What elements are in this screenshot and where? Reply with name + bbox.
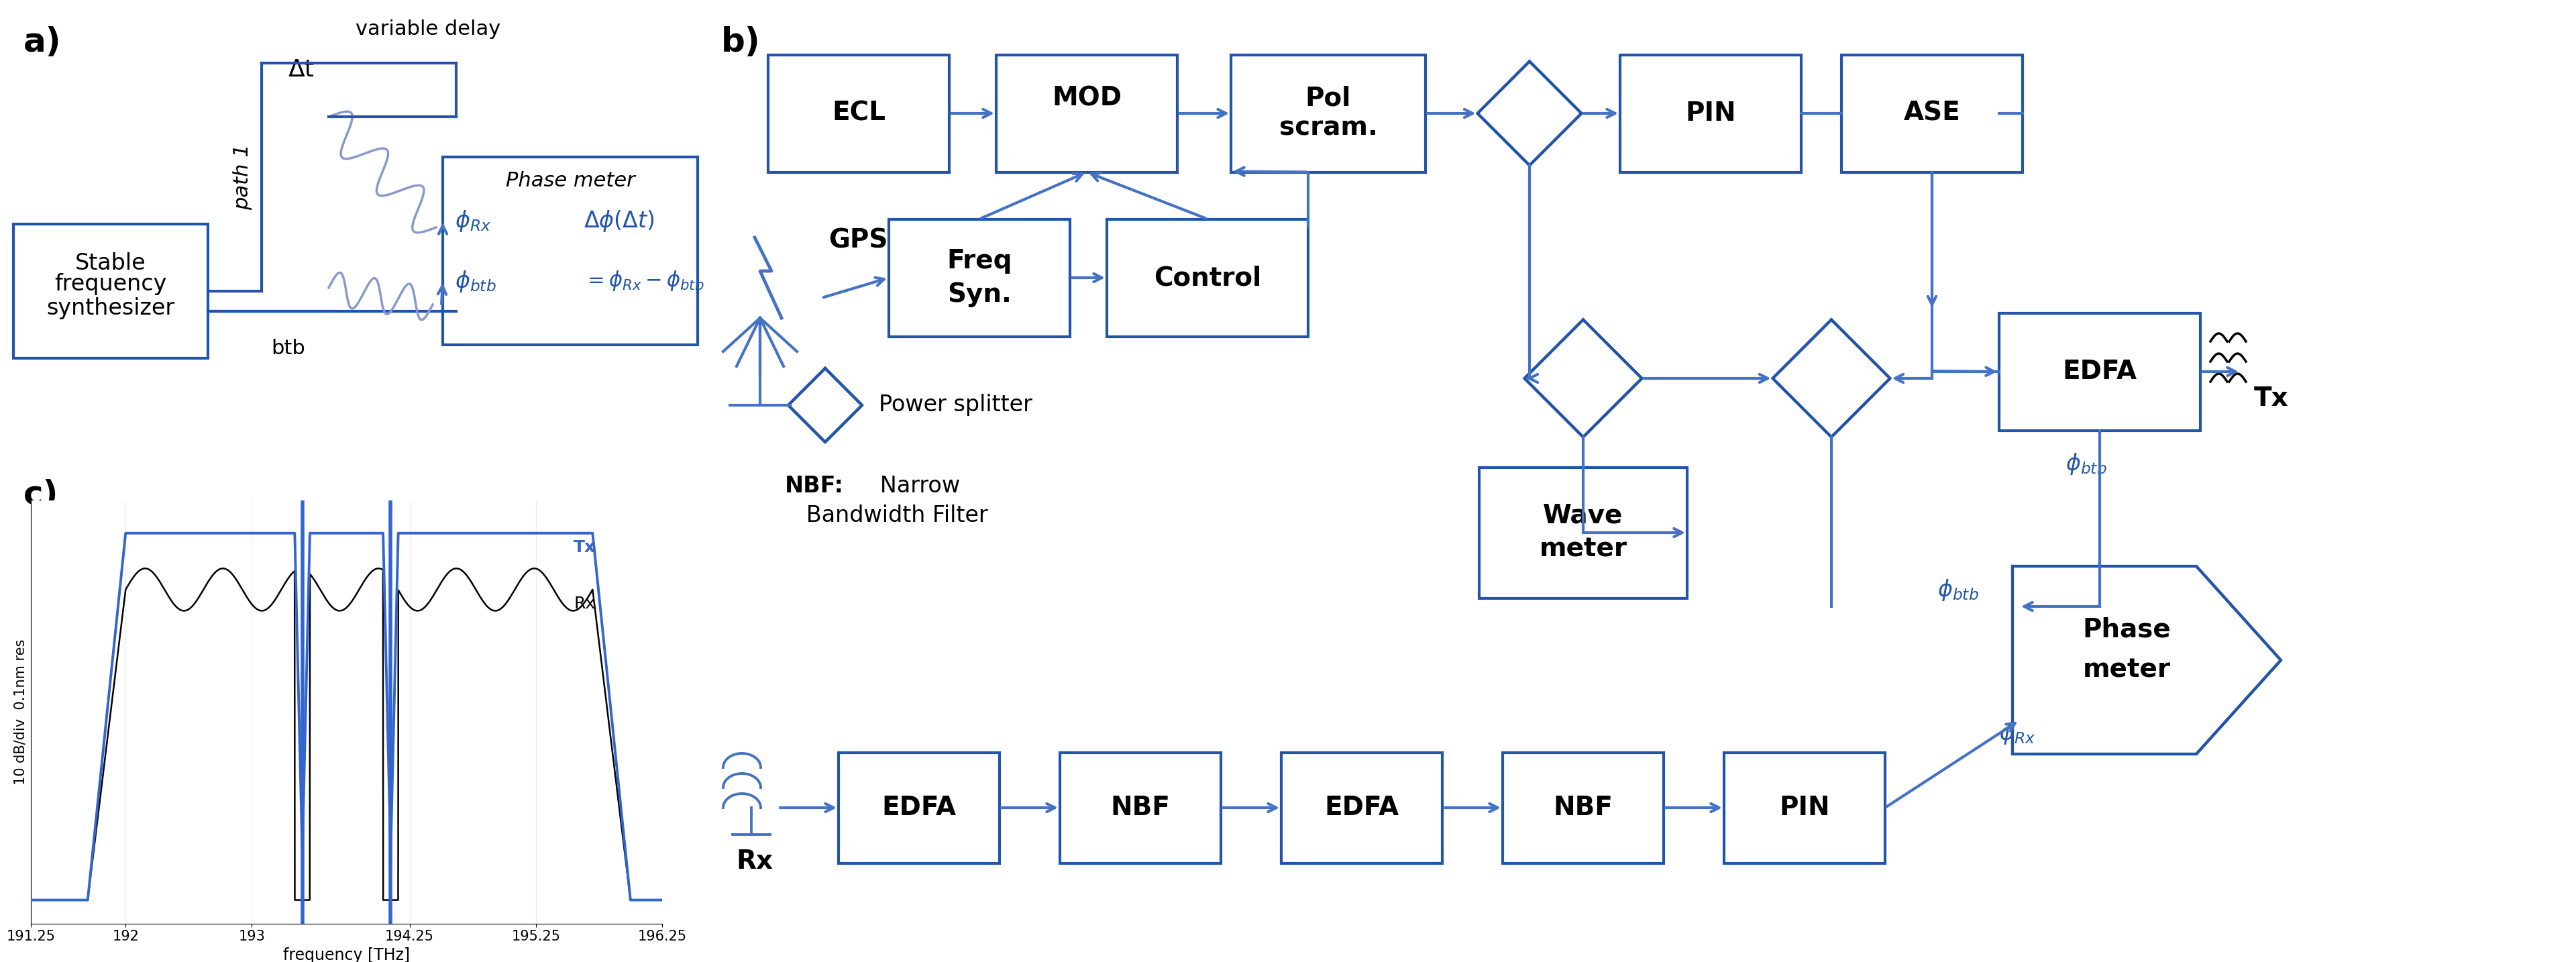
- Text: Power splitter: Power splitter: [878, 394, 1033, 417]
- Text: Tx: Tx: [574, 540, 595, 555]
- FancyBboxPatch shape: [1479, 468, 1687, 598]
- Text: ASE: ASE: [1904, 101, 1960, 126]
- Text: scram.: scram.: [1280, 115, 1378, 140]
- Text: Stable: Stable: [75, 252, 147, 274]
- Text: Syn.: Syn.: [948, 282, 1012, 307]
- Text: meter: meter: [2081, 657, 2172, 683]
- Text: Phase: Phase: [2081, 618, 2172, 643]
- Text: PIN: PIN: [1685, 101, 1736, 126]
- FancyBboxPatch shape: [1842, 55, 2022, 172]
- Text: NBF: NBF: [1110, 795, 1170, 821]
- Text: $\Delta\phi(\Delta t)$: $\Delta\phi(\Delta t)$: [585, 209, 654, 233]
- FancyBboxPatch shape: [1620, 55, 1801, 172]
- Text: NBF:: NBF:: [786, 474, 845, 496]
- Polygon shape: [1479, 62, 1582, 165]
- Text: $\phi_{btb}$: $\phi_{btb}$: [456, 268, 497, 293]
- Text: b): b): [721, 26, 760, 59]
- Text: a): a): [23, 26, 62, 59]
- FancyBboxPatch shape: [1280, 752, 1443, 863]
- Text: Wave: Wave: [1543, 503, 1623, 529]
- Text: NBF: NBF: [1553, 795, 1613, 821]
- Text: Control: Control: [1154, 265, 1262, 291]
- Polygon shape: [1525, 319, 1641, 437]
- Text: Narrow: Narrow: [858, 474, 961, 496]
- Text: Phase meter: Phase meter: [505, 170, 634, 190]
- Text: c): c): [23, 479, 59, 511]
- Text: Rx: Rx: [574, 595, 595, 612]
- Text: Tx: Tx: [2254, 386, 2287, 411]
- FancyBboxPatch shape: [1108, 219, 1309, 337]
- Text: EDFA: EDFA: [2063, 359, 2138, 385]
- Text: EDFA: EDFA: [881, 795, 956, 821]
- Text: GPS: GPS: [829, 228, 889, 254]
- Text: variable delay: variable delay: [355, 20, 500, 39]
- FancyBboxPatch shape: [443, 157, 698, 344]
- Text: $\phi_{Rx}$: $\phi_{Rx}$: [456, 209, 492, 233]
- Text: frequency: frequency: [54, 273, 167, 295]
- FancyBboxPatch shape: [13, 224, 209, 358]
- Text: PIN: PIN: [1780, 795, 1829, 821]
- Text: Δt: Δt: [289, 59, 314, 81]
- Text: $\phi_{btb}$: $\phi_{btb}$: [1937, 577, 1978, 602]
- FancyBboxPatch shape: [1231, 55, 1425, 172]
- FancyBboxPatch shape: [997, 55, 1177, 172]
- Text: MOD: MOD: [1051, 86, 1121, 112]
- Polygon shape: [2012, 567, 2280, 754]
- FancyBboxPatch shape: [1999, 313, 2200, 430]
- Text: $=\phi_{Rx}-\phi_{btb}$: $=\phi_{Rx}-\phi_{btb}$: [585, 269, 703, 292]
- Y-axis label: 10 dB/div  0.1nm res: 10 dB/div 0.1nm res: [13, 639, 28, 785]
- Text: $\phi_{btb}$: $\phi_{btb}$: [2066, 451, 2107, 476]
- FancyBboxPatch shape: [1723, 752, 1886, 863]
- Text: Pol: Pol: [1306, 86, 1352, 112]
- Text: ECL: ECL: [832, 101, 886, 126]
- Text: Bandwidth Filter: Bandwidth Filter: [786, 505, 987, 527]
- Text: EDFA: EDFA: [1324, 795, 1399, 821]
- FancyBboxPatch shape: [768, 55, 948, 172]
- Text: Freq: Freq: [948, 248, 1012, 274]
- FancyBboxPatch shape: [889, 219, 1069, 337]
- Text: btb: btb: [270, 339, 307, 358]
- Text: path 1: path 1: [232, 144, 252, 210]
- Text: $\phi_{Rx}$: $\phi_{Rx}$: [1999, 722, 2035, 747]
- Text: meter: meter: [1540, 537, 1628, 562]
- FancyBboxPatch shape: [1059, 752, 1221, 863]
- FancyBboxPatch shape: [1502, 752, 1664, 863]
- Text: synthesizer: synthesizer: [46, 297, 175, 319]
- FancyBboxPatch shape: [840, 752, 999, 863]
- X-axis label: frequency [THz]: frequency [THz]: [283, 948, 410, 962]
- Polygon shape: [1772, 319, 1891, 437]
- Polygon shape: [788, 368, 863, 443]
- Text: Rx: Rx: [737, 848, 773, 874]
